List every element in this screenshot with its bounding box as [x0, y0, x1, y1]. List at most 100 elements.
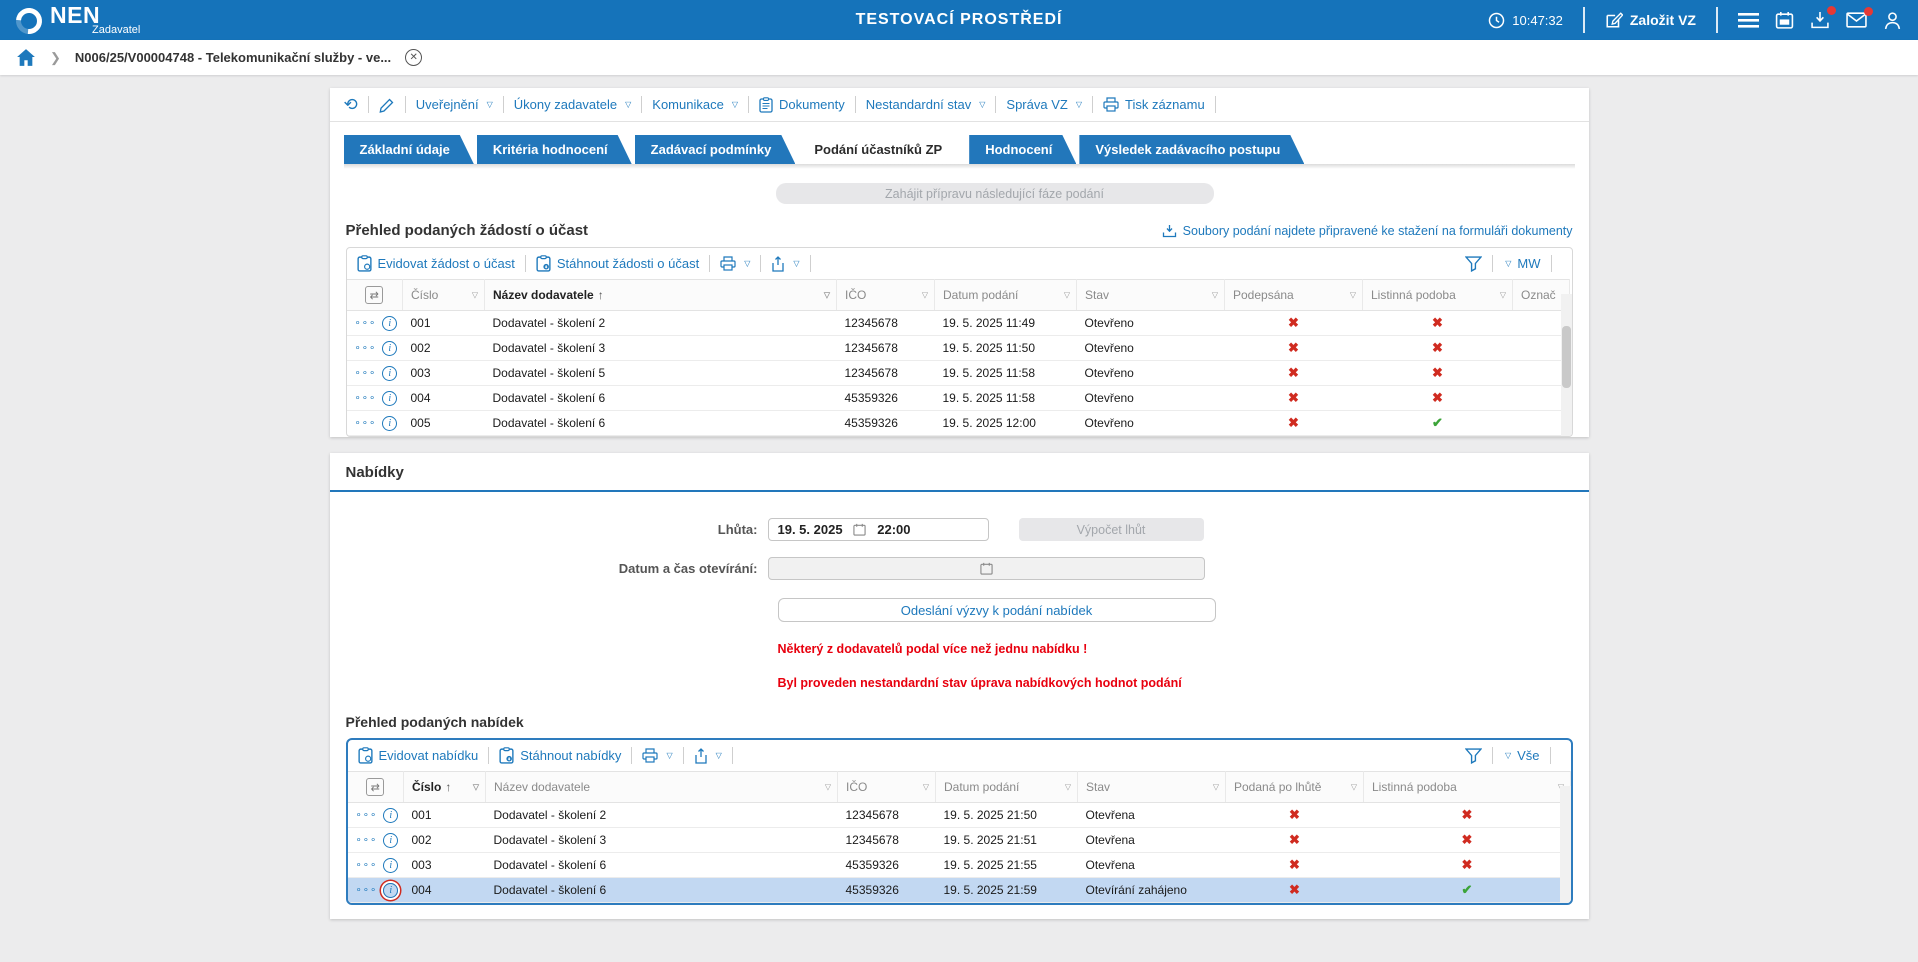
- deadline-input[interactable]: 19. 5. 2025 22:00: [767, 518, 989, 541]
- refresh-button[interactable]: ⟲: [344, 96, 358, 113]
- row-menu-icon[interactable]: ∘∘∘: [355, 810, 378, 822]
- vertical-scrollbar[interactable]: [1559, 786, 1571, 903]
- grid-view-selector[interactable]: ▽ Vše: [1504, 748, 1540, 763]
- menu-nestandardni-stav[interactable]: Nestandardní stav ▽: [865, 97, 986, 112]
- row-info-icon[interactable]: i: [383, 857, 399, 873]
- filter-button[interactable]: [1464, 747, 1482, 764]
- row-info-icon[interactable]: i: [382, 340, 398, 356]
- tab-podani-ucastniku-zp[interactable]: Podání účastníků ZP: [798, 135, 966, 164]
- row-info-icon[interactable]: i: [383, 832, 399, 848]
- calendar-icon[interactable]: [853, 523, 867, 536]
- print-record-button[interactable]: Tisk záznamu: [1103, 97, 1205, 112]
- filter-caret-icon[interactable]: ▽: [1063, 290, 1070, 300]
- send-offer-call-button[interactable]: Odeslání výzvy k podání nabídek: [777, 598, 1216, 622]
- nen-logo[interactable]: NEN Zadavatel: [10, 2, 140, 40]
- col-stav[interactable]: Stav ▽: [1076, 279, 1225, 311]
- row-menu-icon[interactable]: ∘∘∘: [355, 835, 378, 847]
- row-menu-icon[interactable]: ∘∘∘: [355, 885, 378, 897]
- tab-zakladni-udaje[interactable]: Základní údaje: [344, 135, 474, 164]
- register-offer-button[interactable]: Evidovat nabídku: [357, 747, 478, 764]
- row-menu-icon[interactable]: ∘∘∘: [354, 393, 377, 405]
- print-grid-button[interactable]: ▽: [720, 256, 750, 271]
- menu-button[interactable]: [1738, 12, 1759, 28]
- export-grid-button[interactable]: ▽: [771, 255, 800, 272]
- filter-caret-icon[interactable]: ▽: [1350, 782, 1357, 792]
- col-nazev-dodavatele[interactable]: Název dodavatele ▽: [485, 771, 838, 803]
- tab-hodnoceni[interactable]: Hodnocení: [969, 135, 1076, 164]
- col-stav[interactable]: Stav ▽: [1077, 771, 1226, 803]
- row-info-icon[interactable]: i: [383, 882, 399, 898]
- table-row[interactable]: ∘∘∘ i 004 Dodavatel - školení 6 45359326 19. …: [346, 385, 1570, 411]
- export-grid-button[interactable]: ▽: [694, 747, 722, 764]
- col-listinna-podoba[interactable]: Listinná podoba▽: [1362, 279, 1513, 311]
- filter-caret-icon[interactable]: ▽: [1064, 782, 1071, 792]
- filter-caret-icon[interactable]: ▽: [1349, 290, 1356, 300]
- create-vz-button[interactable]: Založit VZ: [1605, 11, 1696, 29]
- row-menu-icon[interactable]: ∘∘∘: [354, 343, 377, 355]
- user-profile-button[interactable]: [1883, 11, 1902, 30]
- download-offers-button[interactable]: Stáhnout nabídky: [499, 747, 621, 764]
- row-info-icon[interactable]: i: [383, 807, 399, 823]
- tab-kriteria-hodnoceni[interactable]: Kritéria hodnocení: [477, 135, 632, 164]
- table-row[interactable]: ∘∘∘ i 003 Dodavatel - školení 6 45359326 19. …: [347, 852, 1571, 878]
- home-icon[interactable]: [16, 48, 36, 67]
- row-menu-icon[interactable]: ∘∘∘: [354, 318, 377, 330]
- calendar-icon[interactable]: [979, 562, 993, 575]
- download-application-button[interactable]: Stáhnout žádosti o účast: [536, 255, 699, 272]
- filter-caret-icon[interactable]: ▽: [922, 782, 929, 792]
- row-info-icon[interactable]: i: [382, 415, 398, 431]
- table-row[interactable]: ∘∘∘ i 001 Dodavatel - školení 2 12345678 19. …: [347, 802, 1571, 828]
- close-record-icon[interactable]: ✕: [405, 49, 423, 66]
- col-podepsana[interactable]: Podepsána ▽: [1224, 279, 1363, 311]
- col-cislo[interactable]: Číslo ↑ ▽: [403, 771, 486, 803]
- filter-caret-icon[interactable]: ▽: [921, 290, 928, 300]
- table-row[interactable]: ∘∘∘ i 004 Dodavatel - školení 6 45359326 19. …: [347, 877, 1571, 903]
- calendar-button[interactable]: [1775, 11, 1794, 30]
- col-datum-podani[interactable]: Datum podání ▽: [934, 279, 1077, 311]
- table-row[interactable]: ∘∘∘ i 002 Dodavatel - školení 3 12345678 19. …: [347, 827, 1571, 853]
- downloads-button[interactable]: [1810, 5, 1836, 30]
- col-ico[interactable]: IČO ▽: [836, 279, 935, 311]
- menu-ukony-zadavatele[interactable]: Úkony zadavatele ▽: [513, 97, 632, 112]
- table-row[interactable]: ∘∘∘ i 002 Dodavatel - školení 3 12345678 19. …: [346, 335, 1570, 361]
- menu-komunikace[interactable]: Komunikace ▽: [652, 97, 738, 112]
- filter-caret-icon[interactable]: ▽: [824, 782, 831, 792]
- col-ico[interactable]: IČO ▽: [837, 771, 936, 803]
- column-config-icon[interactable]: ⇄: [365, 286, 384, 304]
- col-listinna-podoba[interactable]: Listinná podoba▽: [1363, 771, 1571, 803]
- compute-deadlines-button[interactable]: Výpočet lhůt: [1018, 518, 1204, 541]
- row-info-icon[interactable]: i: [382, 390, 398, 406]
- table-row[interactable]: ∘∘∘ i 001 Dodavatel - školení 2 12345678 19. …: [346, 310, 1570, 336]
- row-menu-icon[interactable]: ∘∘∘: [355, 860, 378, 872]
- opening-datetime-input[interactable]: [767, 557, 1205, 580]
- menu-dokumenty[interactable]: Dokumenty: [759, 96, 845, 113]
- messages-button[interactable]: [1846, 7, 1873, 28]
- row-menu-icon[interactable]: ∘∘∘: [354, 368, 377, 380]
- print-grid-button[interactable]: ▽: [642, 748, 673, 763]
- row-menu-icon[interactable]: ∘∘∘: [354, 418, 377, 430]
- start-next-phase-button[interactable]: Zahájit přípravu následující fáze podání: [775, 183, 1214, 204]
- filter-caret-icon[interactable]: ▽: [1212, 782, 1219, 792]
- col-cislo[interactable]: Číslo ▽: [402, 279, 485, 311]
- table-row[interactable]: ∘∘∘ i 005 Dodavatel - školení 6 45359326 19. …: [346, 410, 1570, 436]
- register-application-button[interactable]: Evidovat žádost o účast: [356, 255, 515, 272]
- download-submissions-link[interactable]: Soubory podání najdete připravené ke sta…: [1162, 224, 1573, 238]
- row-info-icon[interactable]: i: [382, 365, 398, 381]
- filter-caret-icon[interactable]: ▽: [472, 782, 479, 792]
- menu-sprava-vz[interactable]: Správa VZ ▽: [1006, 97, 1082, 112]
- filter-caret-icon[interactable]: ▽: [471, 290, 478, 300]
- breadcrumb-record[interactable]: N006/25/V00004748 - Telekomunikační služ…: [74, 50, 392, 65]
- filter-caret-icon[interactable]: ▽: [1499, 290, 1506, 300]
- col-datum-podani[interactable]: Datum podání ▽: [935, 771, 1078, 803]
- tab-zadavaci-podminky[interactable]: Zadávací podmínky: [635, 135, 796, 164]
- scrollbar-thumb[interactable]: [1561, 326, 1571, 388]
- col-nazev-dodavatele[interactable]: Název dodavatele ↑ ▽: [484, 279, 837, 311]
- vertical-scrollbar[interactable]: [1560, 294, 1572, 436]
- grid-view-selector[interactable]: ▽ MW: [1505, 256, 1541, 271]
- filter-button[interactable]: [1465, 255, 1483, 272]
- table-row[interactable]: ∘∘∘ i 003 Dodavatel - školení 5 12345678 19. …: [346, 360, 1570, 386]
- menu-uverejneni[interactable]: Uveřejnění ▽: [415, 97, 493, 112]
- edit-button[interactable]: [379, 97, 395, 113]
- tab-vysledek-zadavaciho-postupu[interactable]: Výsledek zadávacího postupu: [1079, 135, 1304, 164]
- row-info-icon[interactable]: i: [382, 315, 398, 331]
